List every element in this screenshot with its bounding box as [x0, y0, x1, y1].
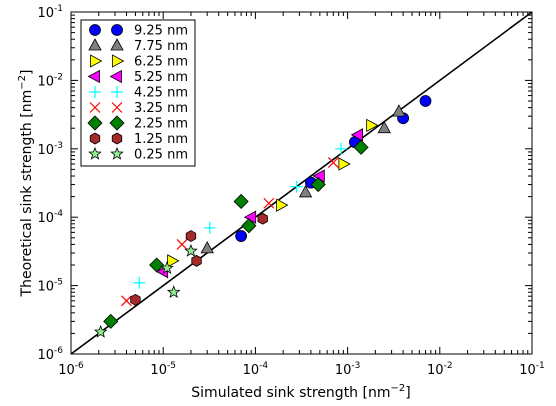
y-tick-exponent: -3	[54, 141, 63, 151]
legend-label: 2.25 nm	[134, 117, 188, 132]
point-circle	[420, 95, 431, 106]
y-tick-base: 10	[37, 348, 54, 363]
point-circle	[236, 231, 247, 242]
legend-label: 1.25 nm	[134, 132, 188, 147]
y-axis-title-text: Theoretical sink strength [nm	[19, 90, 35, 298]
x-tick-exponent: -3	[351, 361, 360, 371]
legend-label: 7.75 nm	[134, 39, 188, 54]
x-tick-exponent: -2	[444, 361, 453, 371]
y-tick-base: 10	[37, 6, 54, 21]
y-tick-exponent: -1	[54, 4, 63, 14]
legend-label: 5.25 nm	[134, 70, 188, 85]
y-tick-exponent: -5	[54, 278, 63, 288]
x-tick-base: 10	[335, 363, 352, 378]
y-axis-title: Theoretical sink strength [nm−2]	[17, 70, 35, 298]
legend-label: 4.25 nm	[134, 86, 188, 101]
legend-marker-circle	[90, 25, 101, 36]
y-axis-title-close: ]	[19, 70, 35, 75]
x-tick-exponent: -6	[75, 361, 84, 371]
x-tick-base: 10	[150, 363, 167, 378]
point-hexagon	[192, 255, 202, 266]
point-hexagon	[186, 231, 196, 242]
y-tick-base: 10	[37, 74, 54, 89]
x-axis-title-exponent: −2	[390, 383, 405, 394]
legend-marker-hexagon	[112, 133, 122, 144]
legend-label: 3.25 nm	[134, 101, 188, 116]
point-hexagon	[258, 213, 268, 224]
y-tick-exponent: -2	[54, 72, 63, 82]
y-tick-exponent: -4	[54, 209, 63, 219]
x-tick-exponent: -5	[167, 361, 176, 371]
x-tick-exponent: -1	[536, 361, 545, 371]
x-tick-base: 10	[58, 363, 75, 378]
x-tick-exponent: -4	[259, 361, 268, 371]
x-axis-title-close: ]	[405, 385, 410, 401]
x-tick-base: 10	[243, 363, 260, 378]
legend-label: 0.25 nm	[134, 148, 188, 163]
x-axis-title: Simulated sink strength [nm−2]	[191, 383, 410, 401]
y-tick-base: 10	[37, 211, 54, 226]
y-tick-exponent: -6	[54, 346, 63, 356]
legend-label: 6.25 nm	[134, 55, 188, 70]
y-axis-title-exponent: −2	[17, 75, 28, 90]
x-tick-base: 10	[427, 363, 444, 378]
legend-label: 9.25 nm	[134, 24, 188, 39]
legend: 9.25 nm7.75 nm6.25 nm5.25 nm4.25 nm3.25 …	[81, 20, 195, 166]
x-tick-base: 10	[519, 363, 536, 378]
point-hexagon	[131, 294, 141, 305]
y-tick-base: 10	[37, 143, 54, 158]
x-axis-title-text: Simulated sink strength [nm	[191, 385, 390, 401]
y-tick-base: 10	[37, 280, 54, 295]
legend-marker-circle	[112, 25, 123, 36]
legend-marker-hexagon	[90, 133, 100, 144]
